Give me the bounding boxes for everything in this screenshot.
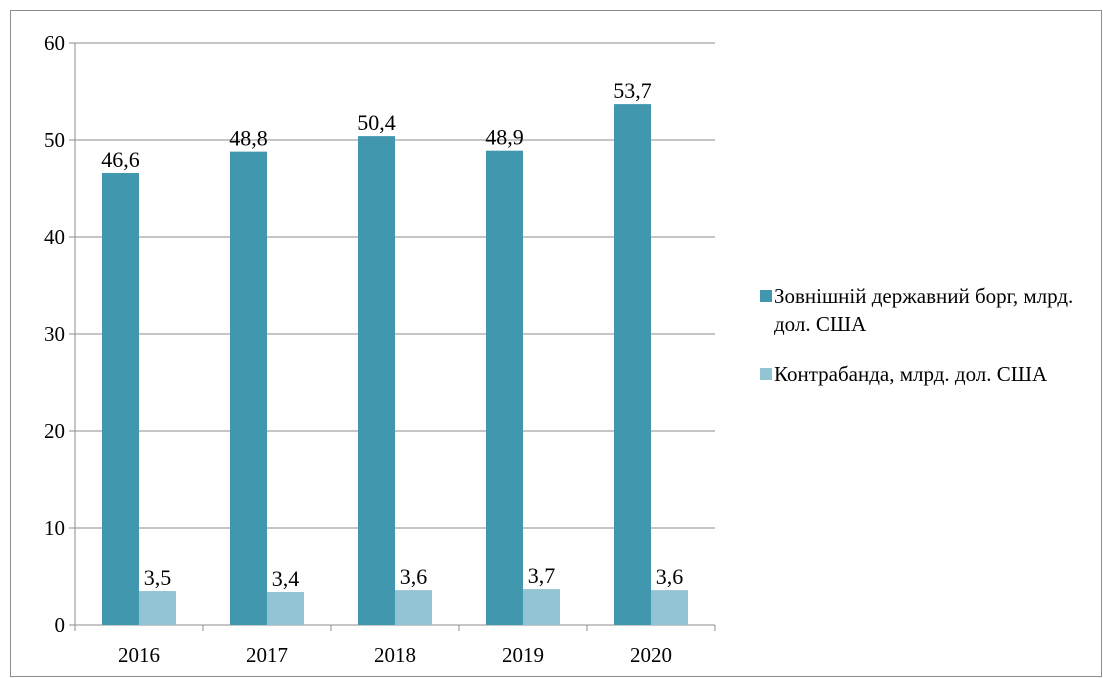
x-tick-label: 2017 [246,643,288,667]
x-tick-label: 2020 [630,643,672,667]
data-label: 46,6 [101,147,140,172]
data-label: 3,6 [400,564,428,589]
bar [230,151,267,625]
bars [102,104,688,626]
data-label: 3,4 [272,566,300,591]
x-tick-label: 2016 [118,643,160,667]
y-tick-label: 50 [44,128,65,152]
bar [139,591,176,625]
y-tick-label: 40 [44,225,65,249]
data-label: 48,9 [485,125,524,150]
x-tick-label: 2019 [502,643,544,667]
bar [102,172,139,626]
y-tick-label: 20 [44,419,65,443]
bar [358,136,395,625]
data-label: 3,6 [656,564,684,589]
legend-item-0: Зовнішній державний борг, млрд. дол. США [760,282,1100,338]
legend-swatch [760,368,772,380]
bar [614,104,651,626]
legend-label: Контрабанда, млрд. дол. США [774,362,1048,386]
bar-chart: 0 10 20 30 40 50 60 2016 2017 2018 2019 2020 46,6 48… [44,31,716,667]
bar [267,592,304,625]
data-label: 53,7 [613,78,652,103]
legend-swatch [760,290,772,302]
labels: 46,6 48,8 50,4 48,9 53,7 3,5 3,4 3,6 3,7 3,6 [101,78,683,591]
axes: 0 10 20 30 40 50 60 2016 2017 2018 2019 2020 [44,31,716,667]
x-tick-label: 2018 [374,643,416,667]
chart-frame [10,10,1102,677]
bar [523,589,560,625]
y-tick-label: 60 [44,31,65,55]
legend-label: Зовнішній державний борг, млрд. дол. США [774,284,1074,336]
y-tick-label: 10 [44,516,65,540]
y-tick-label: 0 [55,613,66,637]
bar [651,590,688,625]
data-label: 3,7 [528,563,556,588]
bar [395,590,432,625]
legend: Зовнішній державний борг, млрд. дол. США… [760,282,1100,410]
data-label: 50,4 [357,110,396,135]
data-label: 48,8 [229,126,268,151]
data-label: 3,5 [144,565,172,590]
legend-item-1: Контрабанда, млрд. дол. США [760,360,1100,388]
y-tick-label: 30 [44,322,65,346]
bar [486,150,523,626]
